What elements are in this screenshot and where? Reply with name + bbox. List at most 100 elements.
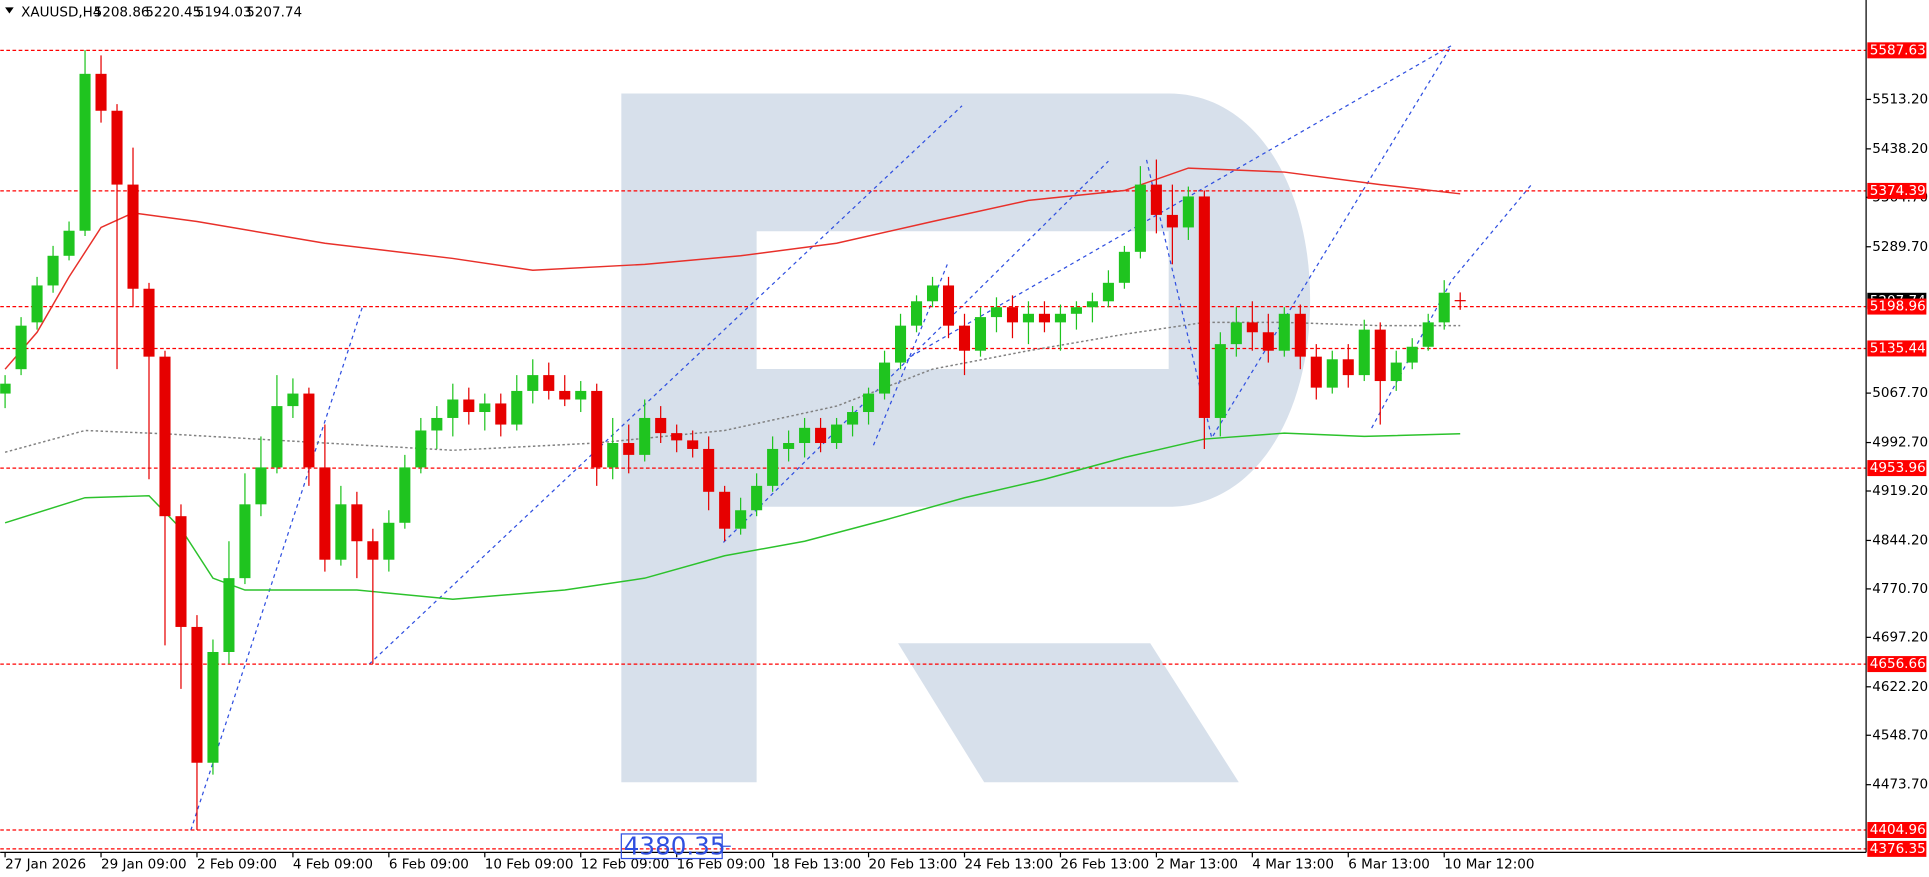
- y-tick-label: 4992.70: [1872, 435, 1928, 451]
- candle-body: [0, 383, 11, 394]
- header-close: 5207.74: [246, 4, 302, 20]
- wave-line: [910, 44, 1452, 358]
- candle-body: [703, 448, 715, 492]
- candle-body: [815, 427, 827, 444]
- candle-body: [399, 467, 411, 523]
- candle-body: [1278, 313, 1290, 351]
- candle-body: [1230, 322, 1242, 345]
- x-tick-label: 2 Feb 09:00: [197, 857, 277, 873]
- x-tick-label: 20 Feb 13:00: [869, 857, 958, 873]
- annotation-label: 4380.35: [624, 831, 726, 860]
- candle-body: [1246, 322, 1258, 333]
- candle-body: [926, 285, 939, 302]
- candle-body: [47, 255, 59, 286]
- candle-body: [1454, 300, 1466, 302]
- candle-body: [1102, 282, 1114, 302]
- level-tag: [1867, 298, 1927, 315]
- x-tick-label: 27 Jan 2026: [5, 857, 86, 873]
- candle-body: [942, 285, 955, 326]
- candle-body: [1358, 329, 1370, 376]
- candle-body: [479, 403, 491, 413]
- x-tick-label: 4 Mar 13:00: [1252, 857, 1334, 873]
- x-tick-label: 10 Feb 09:00: [485, 857, 574, 873]
- y-tick-label: 5289.70: [1872, 239, 1928, 255]
- x-tick-label: 18 Feb 13:00: [773, 857, 862, 873]
- header-high: 5220.45: [145, 4, 201, 20]
- candle-body: [1070, 307, 1082, 314]
- candle-body: [31, 285, 43, 323]
- candle-body: [1182, 196, 1194, 228]
- candle-body: [895, 325, 907, 363]
- candle-body: [879, 362, 891, 394]
- candle-body: [351, 504, 363, 542]
- candle-body: [1342, 359, 1354, 376]
- candle-body: [527, 375, 539, 391]
- candle-body: [495, 403, 507, 425]
- level-label: 5587.63: [1870, 42, 1926, 58]
- candle-body: [319, 467, 331, 560]
- x-tick-label: 4 Feb 09:00: [293, 857, 373, 873]
- candle-body: [1438, 292, 1450, 323]
- y-tick-label: 4473.70: [1872, 777, 1928, 793]
- wave-line: [1145, 45, 1453, 440]
- candle-body: [671, 433, 683, 441]
- candle-body: [383, 522, 395, 560]
- candle-body: [623, 443, 635, 455]
- level-tag: [1867, 460, 1927, 477]
- candle-body: [719, 491, 731, 529]
- level-tag: [1867, 840, 1927, 857]
- candle-body: [207, 651, 219, 763]
- y-tick-label: 4548.70: [1872, 727, 1928, 743]
- level-tag: [1867, 822, 1927, 839]
- candle-body: [863, 393, 875, 413]
- candle-body: [1086, 301, 1098, 308]
- candle-body: [127, 184, 139, 289]
- candle-body: [223, 578, 235, 652]
- candle-body: [1294, 313, 1306, 357]
- candle-body: [63, 230, 75, 256]
- candle-body: [415, 430, 427, 468]
- candle-body: [367, 541, 379, 560]
- candle-body: [1022, 313, 1034, 323]
- candle-body: [559, 390, 571, 400]
- level-label: 4953.96: [1870, 460, 1926, 476]
- level-tag: [1867, 656, 1927, 673]
- x-tick-label: 10 Mar 12:00: [1444, 857, 1534, 873]
- candle-body: [655, 417, 667, 434]
- candle-body: [591, 390, 603, 468]
- x-tick-label: 12 Feb 09:00: [581, 857, 670, 873]
- candle-body: [1214, 344, 1226, 418]
- candle-body: [255, 467, 267, 505]
- candle-body: [767, 448, 779, 486]
- candle-body: [271, 406, 283, 468]
- candle-body: [175, 516, 187, 627]
- y-tick-label: 5513.20: [1872, 91, 1928, 107]
- header-open: 5208.86: [94, 4, 150, 20]
- level-label: 5135.44: [1870, 340, 1926, 356]
- level-label: 4656.66: [1870, 656, 1926, 672]
- candle-body: [990, 307, 1003, 318]
- candle-body: [1326, 359, 1338, 388]
- watermark: [621, 93, 1311, 783]
- wave-line: [190, 304, 364, 831]
- candle-body: [191, 626, 203, 763]
- candle-body: [1150, 184, 1162, 215]
- watermark-r: [621, 93, 1311, 783]
- y-tick-label: 4622.20: [1872, 679, 1928, 695]
- x-tick-label: 6 Feb 09:00: [389, 857, 469, 873]
- candle-body: [687, 440, 699, 449]
- candle-body: [1054, 313, 1066, 323]
- header-low: 5194.03: [196, 4, 252, 20]
- candle-body: [111, 110, 123, 185]
- candle-body: [95, 73, 107, 111]
- candle-body: [831, 424, 843, 444]
- x-tick-label: 6 Mar 13:00: [1348, 857, 1430, 873]
- y-tick-label: 4770.70: [1872, 581, 1928, 597]
- wave-drawings: [190, 44, 1533, 831]
- candle-body: [1262, 332, 1274, 351]
- candle-body: [1134, 184, 1146, 252]
- candle-body: [335, 504, 347, 560]
- x-tick-label: 2 Mar 13:00: [1156, 857, 1238, 873]
- candle-body: [287, 393, 299, 407]
